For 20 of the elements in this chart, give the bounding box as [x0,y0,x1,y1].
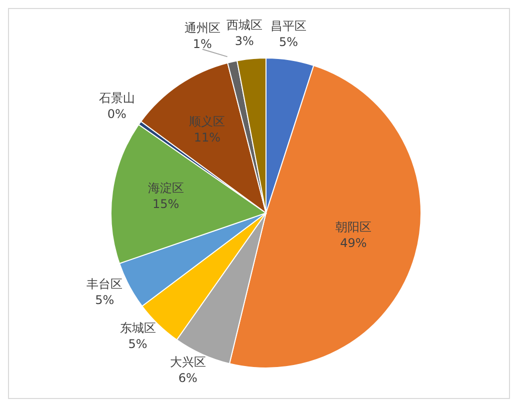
slice-label: 石景山 [98,91,135,106]
slice-label: 顺义区 [189,114,226,128]
data-label: 6% [178,371,198,386]
data-label: 5% [279,35,298,50]
data-label: 5% [95,293,114,308]
data-label: 5% [128,337,148,352]
slice-label: 通州区 [184,21,220,36]
data-label: 49% [340,236,367,250]
slice-label: 西城区 [226,18,262,32]
data-label: 1% [192,37,212,52]
slice-label: 丰台区 [86,277,123,292]
slice-label: 朝阳区 [335,220,372,234]
slice-label: 海淀区 [148,180,184,195]
data-label: 11% [194,130,221,144]
slice-label: 昌平区 [270,19,307,34]
data-label: 15% [152,196,180,211]
data-label: 0% [107,107,126,122]
slice-label: 东城区 [120,321,156,336]
data-label: 3% [234,34,254,48]
slice-label: 大兴区 [170,355,206,370]
